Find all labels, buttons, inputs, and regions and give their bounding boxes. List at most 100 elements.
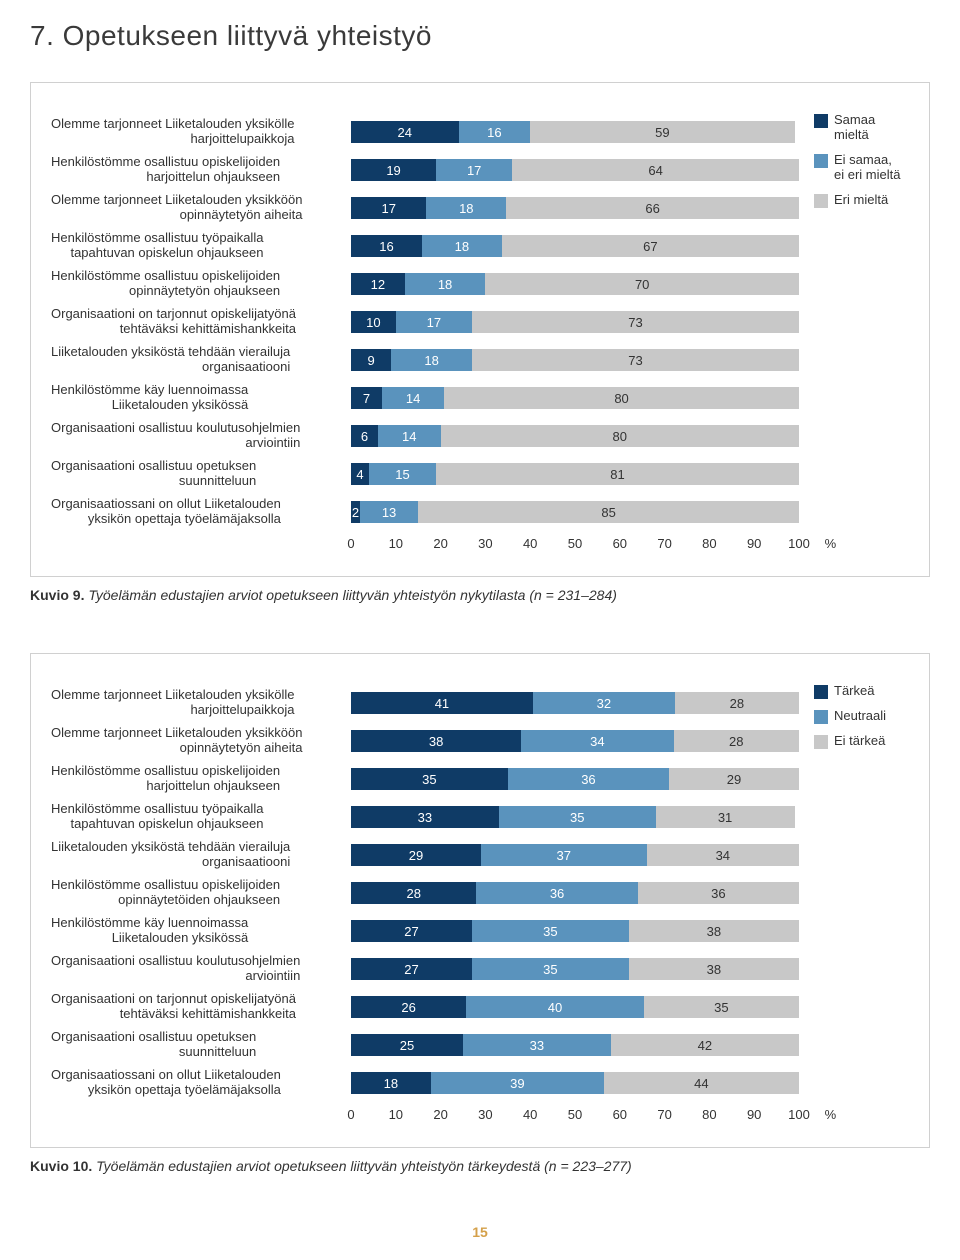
axis-tick: 70 — [657, 1107, 671, 1122]
bar-segment: 70 — [485, 273, 799, 295]
legend-swatch — [814, 114, 828, 128]
bar-segment: 41 — [351, 692, 533, 714]
bar-segment: 37 — [481, 844, 647, 866]
bar-row: 273538 — [351, 950, 799, 988]
bar-segment: 36 — [508, 768, 669, 790]
axis-tick: 20 — [433, 536, 447, 551]
bar-segment: 38 — [351, 730, 521, 752]
legend-item: Neutraali — [814, 709, 909, 724]
bar-segment: 18 — [426, 197, 506, 219]
row-label: Henkilöstömme käy luennoimassaLiiketalou… — [51, 912, 351, 950]
bar-segment: 27 — [351, 958, 472, 980]
bar-segment: 31 — [656, 806, 795, 828]
legend-item: Ei samaa,ei eri mieltä — [814, 153, 909, 183]
bar-segment: 34 — [647, 844, 799, 866]
bar-segment: 17 — [436, 159, 512, 181]
row-label: Organisaationi on tarjonnut opiskelijaty… — [51, 303, 351, 341]
bar-segment: 29 — [669, 768, 799, 790]
axis-tick: 30 — [478, 536, 492, 551]
legend-item: Eri mieltä — [814, 193, 909, 208]
bar-row: 91873 — [351, 341, 799, 379]
row-label: Organisaationi osallistuu opetuksensuunn… — [51, 455, 351, 493]
bar-row: 253342 — [351, 1026, 799, 1064]
axis-tick: 100 — [788, 1107, 810, 1122]
caption-text: Työelämän edustajien arviot opetukseen l… — [92, 1158, 631, 1174]
bar-segment: 39 — [431, 1072, 604, 1094]
bar-row: 121870 — [351, 265, 799, 303]
bar-segment: 15 — [369, 463, 436, 485]
bar-segment: 18 — [422, 235, 502, 257]
legend-swatch — [814, 710, 828, 724]
bar-segment: 16 — [459, 121, 531, 143]
bar-segment: 18 — [351, 1072, 431, 1094]
row-label: Henkilöstömme osallistuu työpaikallatapa… — [51, 227, 351, 265]
bar-segment: 6 — [351, 425, 378, 447]
bar-segment: 13 — [360, 501, 418, 523]
bar-segment: 80 — [441, 425, 799, 447]
bar-row: 333531 — [351, 798, 799, 836]
bar-segment: 81 — [436, 463, 799, 485]
axis-tick: 60 — [613, 1107, 627, 1122]
bar-segment: 27 — [351, 920, 472, 942]
bar-segment: 73 — [472, 311, 799, 333]
axis-tick: 90 — [747, 1107, 761, 1122]
caption-kuvio-9: Kuvio 9. Työelämän edustajien arviot ope… — [30, 587, 930, 603]
bar-row: 161867 — [351, 227, 799, 265]
legend-item: Samaa mieltä — [814, 113, 909, 143]
row-label: Organisaatiossani on ollut Liiketalouden… — [51, 493, 351, 531]
page-number: 15 — [30, 1224, 930, 1240]
row-label: Henkilöstömme osallistuu opiskelijoideno… — [51, 874, 351, 912]
chart-tarkeys: Olemme tarjonneet Liiketalouden yksiköll… — [30, 653, 930, 1148]
bar-row: 21385 — [351, 493, 799, 531]
bar-segment: 9 — [351, 349, 391, 371]
bar-row: 171866 — [351, 189, 799, 227]
legend-label: Neutraali — [834, 709, 886, 724]
caption-kuvio-10: Kuvio 10. Työelämän edustajien arviot op… — [30, 1158, 930, 1174]
legend-swatch — [814, 194, 828, 208]
bar-segment: 85 — [418, 501, 799, 523]
bar-row: 264035 — [351, 988, 799, 1026]
axis-tick: 10 — [389, 1107, 403, 1122]
chart-nykytila: Olemme tarjonneet Liiketalouden yksiköll… — [30, 82, 930, 577]
bar-row: 273538 — [351, 912, 799, 950]
axis-tick: 20 — [433, 1107, 447, 1122]
bar-segment: 66 — [506, 197, 799, 219]
axis-tick: 70 — [657, 536, 671, 551]
bar-segment: 44 — [604, 1072, 799, 1094]
caption-text: Työelämän edustajien arviot opetukseen l… — [84, 587, 616, 603]
axis-tick: 0 — [347, 1107, 354, 1122]
axis-tick: 40 — [523, 1107, 537, 1122]
bar-segment: 18 — [405, 273, 486, 295]
row-label: Henkilöstömme osallistuu työpaikallatapa… — [51, 798, 351, 836]
row-label: Organisaationi on tarjonnut opiskelijaty… — [51, 988, 351, 1026]
bar-row: 383428 — [351, 722, 799, 760]
axis-unit: % — [825, 536, 837, 551]
bar-segment: 28 — [351, 882, 476, 904]
legend-label: Tärkeä — [834, 684, 874, 699]
bar-segment: 38 — [629, 920, 799, 942]
bar-row: 191764 — [351, 151, 799, 189]
axis-tick: 40 — [523, 536, 537, 551]
bar-segment: 16 — [351, 235, 422, 257]
bar-segment: 35 — [472, 920, 629, 942]
bar-segment: 29 — [351, 844, 481, 866]
bar-segment: 17 — [351, 197, 426, 219]
bar-segment: 40 — [466, 996, 643, 1018]
axis-tick: 80 — [702, 1107, 716, 1122]
bar-segment: 24 — [351, 121, 459, 143]
bar-row: 283636 — [351, 874, 799, 912]
bar-segment: 35 — [472, 958, 629, 980]
bar-segment: 59 — [530, 121, 794, 143]
bar-row: 241659 — [351, 113, 799, 151]
row-label: Organisaationi osallistuu koulutusohjelm… — [51, 417, 351, 455]
bar-segment: 34 — [521, 730, 673, 752]
axis-tick: 60 — [613, 536, 627, 551]
legend-label: Eri mieltä — [834, 193, 888, 208]
caption-prefix: Kuvio 9. — [30, 587, 84, 603]
row-label: Henkilöstömme käy luennoimassaLiiketalou… — [51, 379, 351, 417]
bar-segment: 26 — [351, 996, 466, 1018]
bar-segment: 10 — [351, 311, 396, 333]
legend-item: Ei tärkeä — [814, 734, 909, 749]
legend-swatch — [814, 685, 828, 699]
bar-row: 183944 — [351, 1064, 799, 1102]
